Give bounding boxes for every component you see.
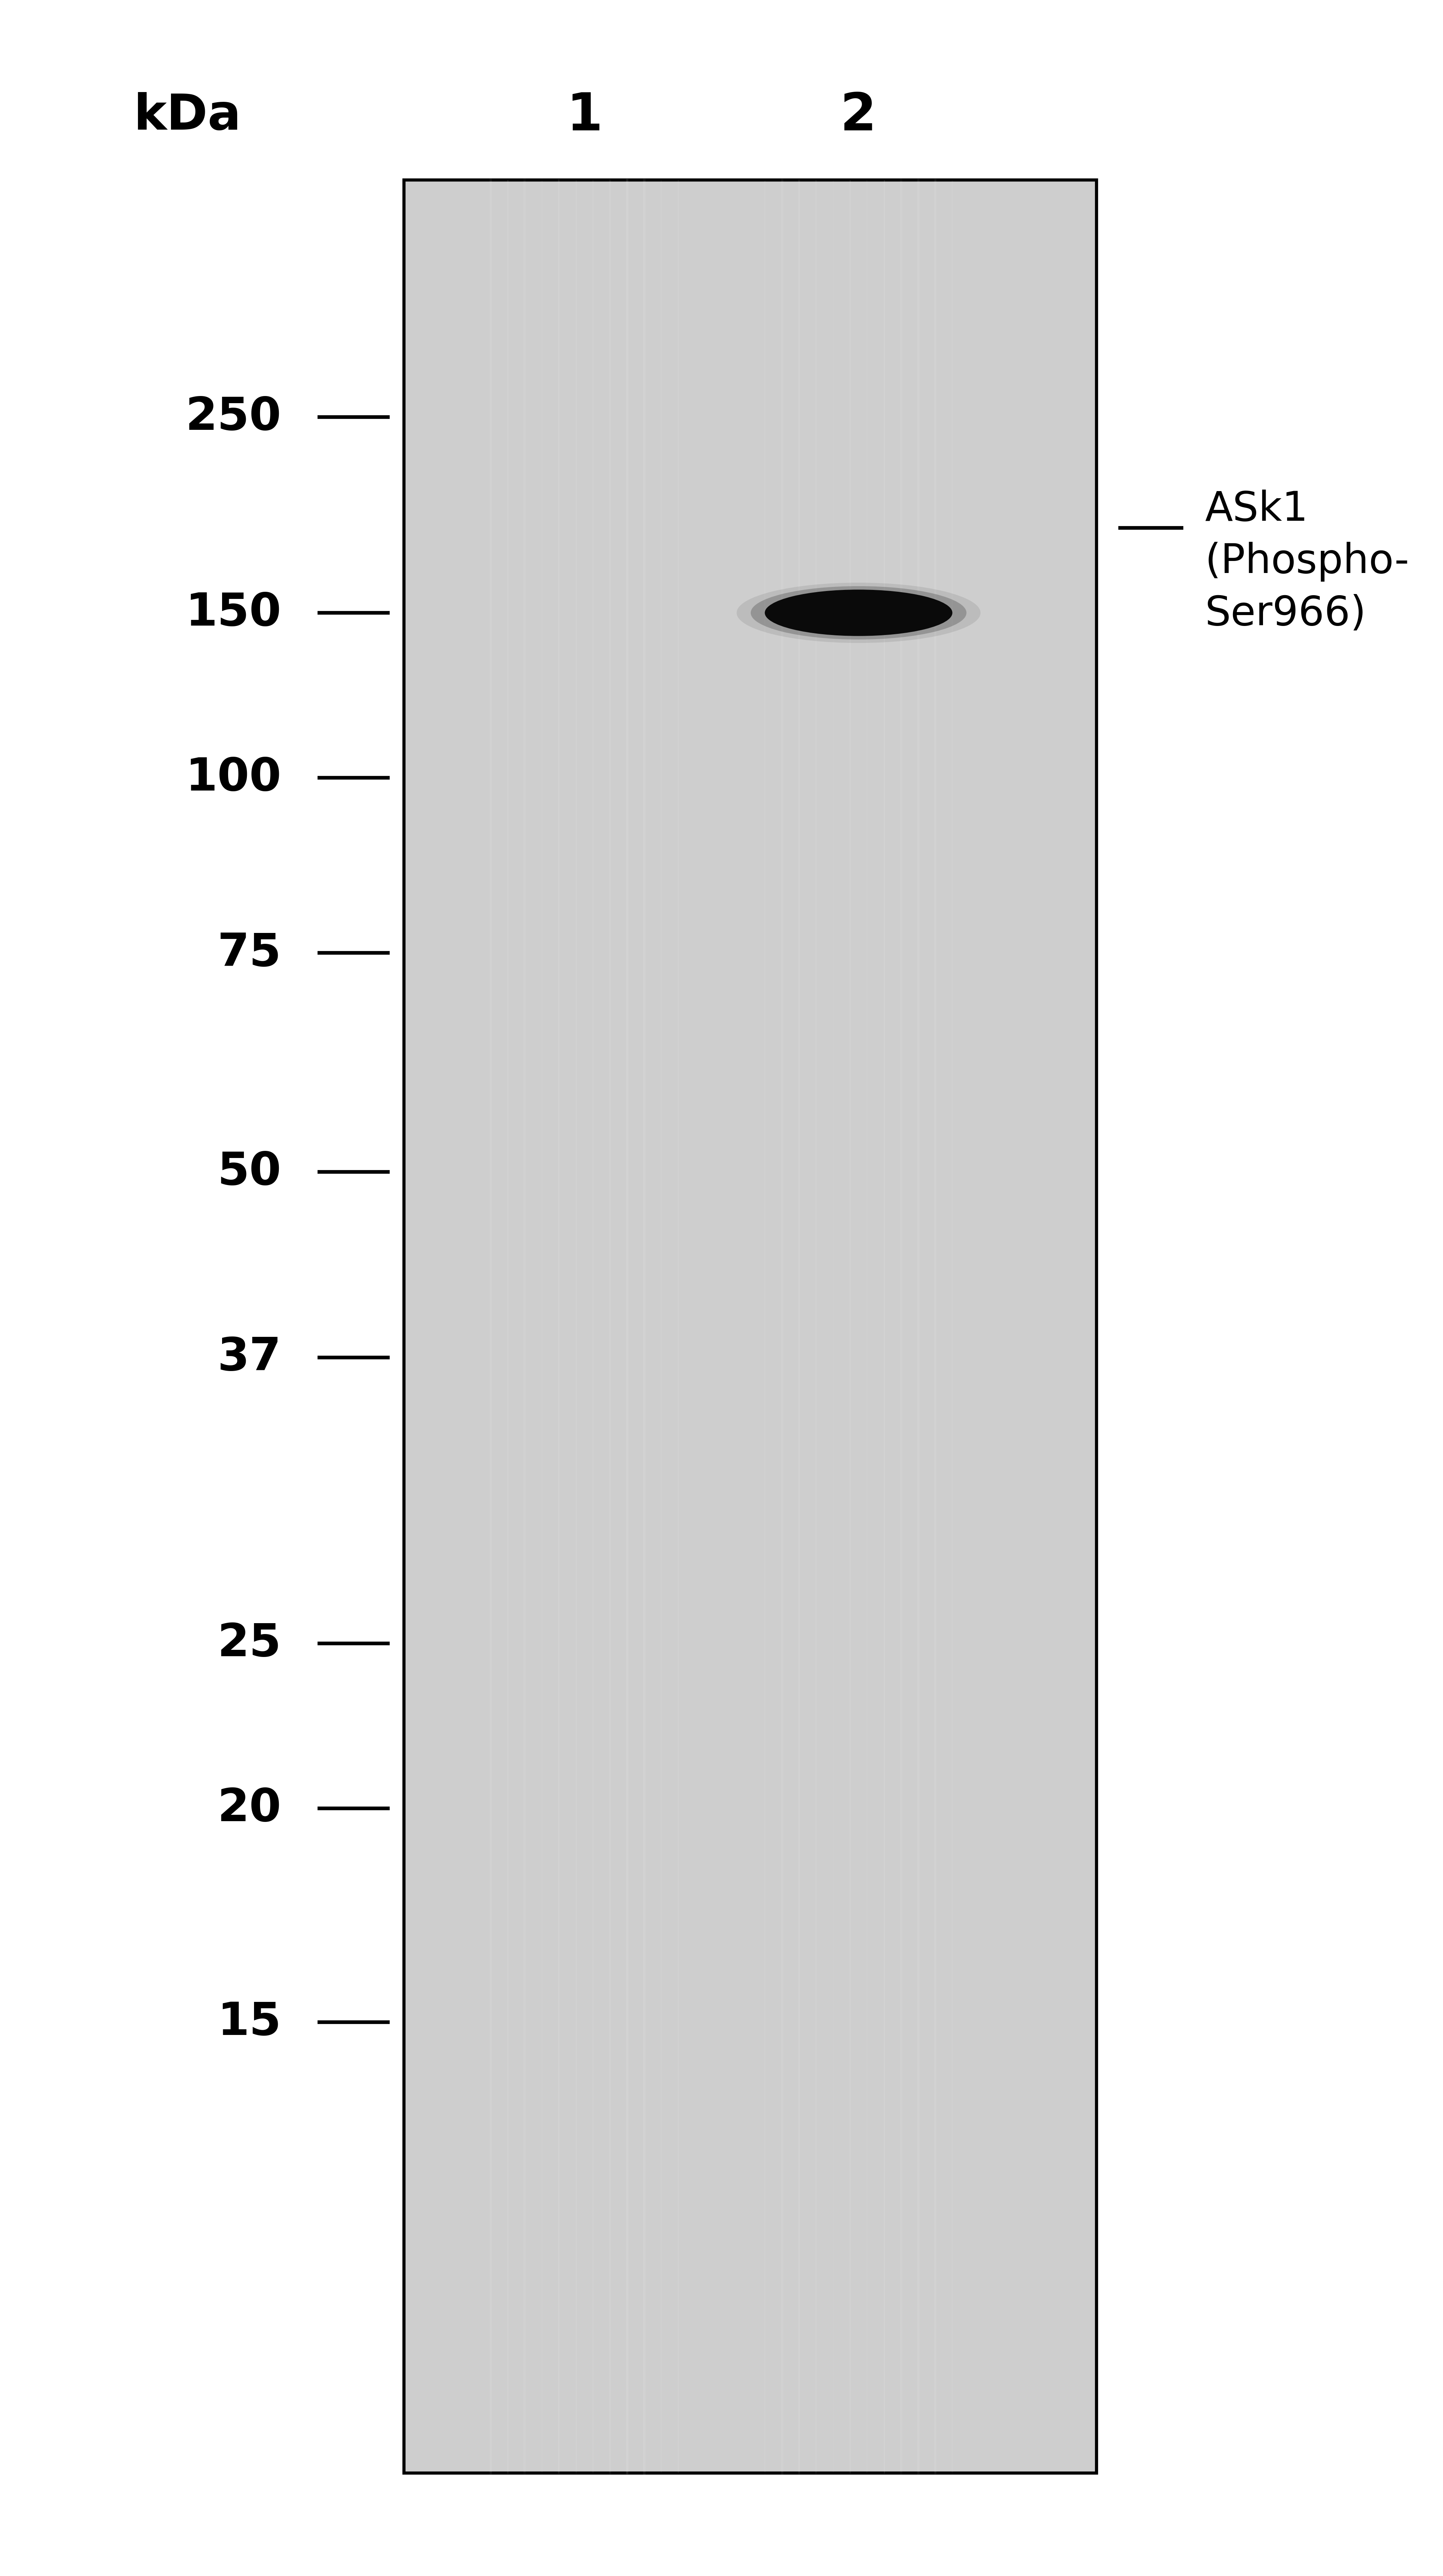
Text: 2: 2 xyxy=(840,90,877,142)
Text: 75: 75 xyxy=(218,930,281,976)
Text: 100: 100 xyxy=(185,755,281,801)
Ellipse shape xyxy=(765,590,952,636)
Text: ASk1
(Phospho-
Ser966): ASk1 (Phospho- Ser966) xyxy=(1205,489,1410,634)
Ellipse shape xyxy=(750,587,967,639)
Bar xyxy=(404,180,1097,2473)
Text: 1: 1 xyxy=(566,90,603,142)
Text: 50: 50 xyxy=(218,1149,281,1195)
Ellipse shape xyxy=(736,582,980,644)
Text: 15: 15 xyxy=(218,1999,281,2045)
Text: 25: 25 xyxy=(218,1620,281,1667)
Text: 150: 150 xyxy=(186,590,281,636)
Text: 250: 250 xyxy=(186,394,281,440)
Text: 20: 20 xyxy=(218,1785,281,1832)
Text: 37: 37 xyxy=(218,1334,281,1381)
Text: kDa: kDa xyxy=(134,93,241,139)
